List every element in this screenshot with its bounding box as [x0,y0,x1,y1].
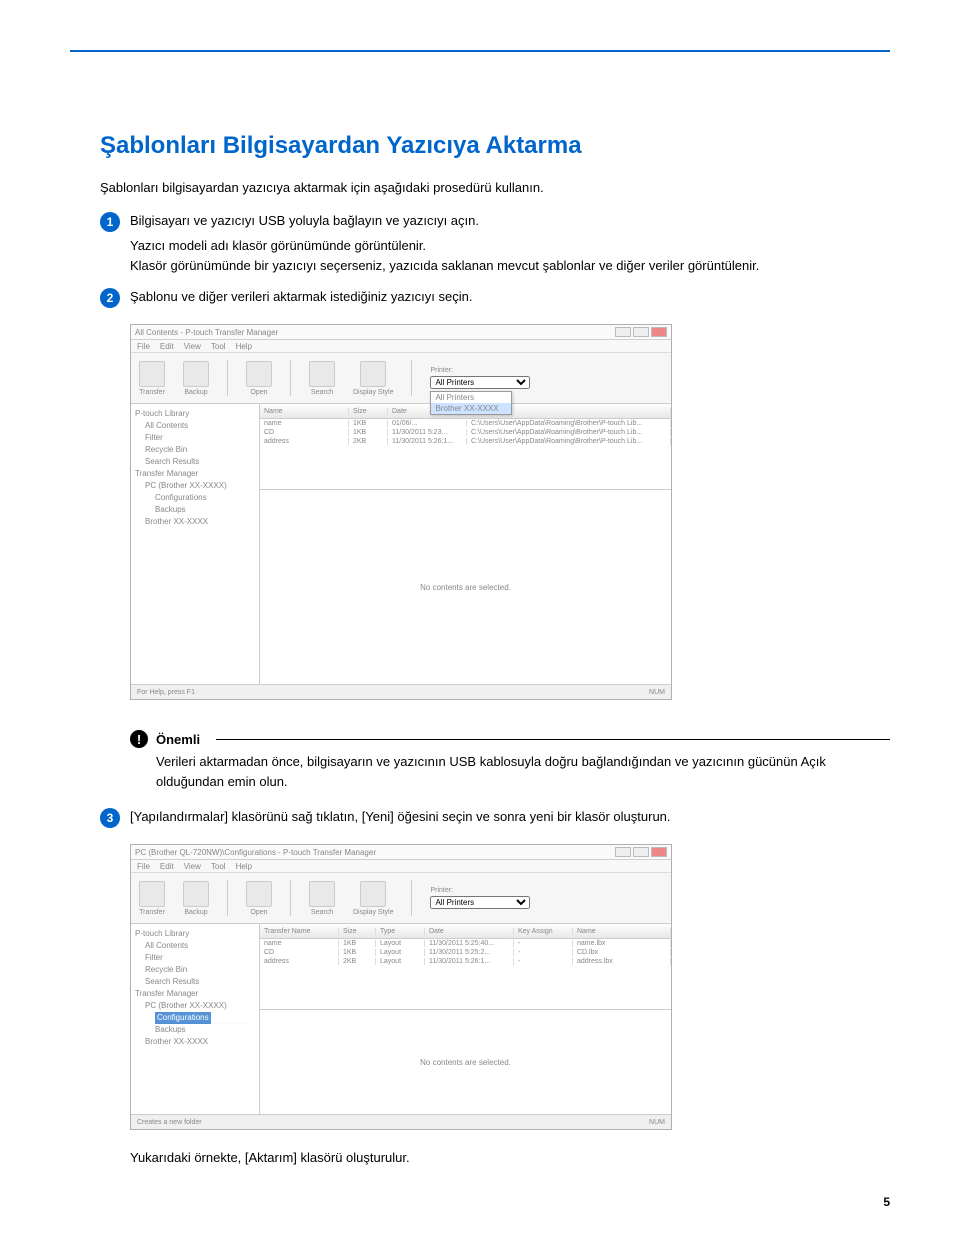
header-rule [70,50,890,52]
status-right-2: NUM [649,1119,665,1126]
table-row: CD 1KB Layout 11/30/2011 5:25:2... - CD.… [260,948,671,957]
step-text-3: [Yapılandırmalar] klasörünü sağ tıklatın… [130,807,671,827]
printer-label: Printer: [430,367,530,374]
menu-tool: Tool [211,862,226,871]
minimize-icon [615,327,631,337]
important-text: Verileri aktarmadan önce, bilgisayarın v… [156,752,890,791]
step-1: 1 Bilgisayarı ve yazıcıyı USB yoluyla ba… [100,211,890,232]
tree-config: Configurations [135,492,255,504]
preview-pane: No contents are selected. [260,490,671,684]
maximize-icon [633,327,649,337]
printer-select: All Printers [430,376,530,389]
search-icon [309,361,335,387]
tree-brother: Brother XX-XXXX [135,516,255,528]
step-badge-2: 2 [100,288,120,308]
close-icon [651,327,667,337]
transfer-icon [139,361,165,387]
status-right: NUM [649,689,665,696]
menu-tool: Tool [211,342,226,351]
tool-display: Display Style [353,389,393,396]
page-number: 5 [100,1195,890,1209]
window-title: All Contents - P-touch Transfer Manager [135,328,278,337]
screenshot-transfer-manager-1: All Contents - P-touch Transfer Manager … [130,324,672,700]
step-text-2: Şablonu ve diğer verileri aktarmak isted… [130,287,472,307]
open-icon [246,881,272,907]
step-1-line2: Yazıcı modeli adı klasör görünümünde gör… [130,236,890,256]
step-3: 3 [Yapılandırmalar] klasörünü sağ tıklat… [100,807,890,828]
menu-view: View [184,862,201,871]
tool-search: Search [311,389,333,396]
tree-backups: Backups [135,504,255,516]
important-title: Önemli [156,732,200,747]
menu-file: File [137,862,150,871]
menu-file: File [137,342,150,351]
important-icon: ! [130,730,148,748]
step-badge-3: 3 [100,808,120,828]
footer-text: Yukarıdaki örnekte, [Aktarım] klasörü ol… [130,1150,890,1165]
table-row: name 1KB Layout 11/30/2011 5:25:40... - … [260,939,671,948]
table-row: address 2KB Layout 11/30/2011 5:26:1... … [260,957,671,966]
col-type: Type [376,928,425,935]
dd-opt-brother: Brother XX-XXXX [431,403,511,414]
minimize-icon [615,847,631,857]
table-row: name 1KB 01/06/... C:\Users\User\AppData… [260,419,671,428]
menu-help: Help [236,342,252,351]
status-left: For Help, press F1 [137,689,195,696]
col-size: Size [349,408,388,415]
search-icon [309,881,335,907]
tree-pc: PC (Brother XX-XXXX) [135,480,255,492]
tool-transfer: Transfer [139,389,165,396]
col-name2: Name [573,928,671,935]
tree-root: P-touch Library [135,408,255,420]
col-date2: Date [425,928,514,935]
step-badge-1: 1 [100,212,120,232]
col-name: Name [260,408,349,415]
table-row: address 2KB 11/30/2011 5:26:1... C:\User… [260,437,671,446]
menu-edit: Edit [160,342,174,351]
intro-text: Şablonları bilgisayardan yazıcıya aktarm… [100,180,890,195]
tree-all: All Contents [135,420,255,432]
tool-backup: Backup [184,389,207,396]
step-text-1: Bilgisayarı ve yazıcıyı USB yoluyla bağl… [130,211,479,231]
preview-pane-2: No contents are selected. [260,1010,671,1114]
screenshot-transfer-manager-2: PC (Brother QL-720NW)\Configurations - P… [130,844,672,1130]
tree-config-highlighted: Configurations [155,1012,211,1024]
col-key: Key Assign [514,928,573,935]
tree-search: Search Results [135,456,255,468]
printer-select-2: All Printers [430,896,530,909]
important-note: ! Önemli Verileri aktarmadan önce, bilgi… [130,730,890,791]
tree-recycle: Recycle Bin [135,444,255,456]
close-icon [651,847,667,857]
menu-help: Help [236,862,252,871]
display-icon [360,361,386,387]
status-left-2: Creates a new folder [137,1119,202,1126]
table-row: CD 1KB 11/30/2011 5:23... C:\Users\User\… [260,428,671,437]
menu-edit: Edit [160,862,174,871]
maximize-icon [633,847,649,857]
tree-transfer-mgr: Transfer Manager [135,468,255,480]
open-icon [246,361,272,387]
step-2: 2 Şablonu ve diğer verileri aktarmak ist… [100,287,890,308]
page-title: Şablonları Bilgisayardan Yazıcıya Aktarm… [100,132,890,160]
tree-filter: Filter [135,432,255,444]
step-1-line3: Klasör görünümünde bir yazıcıyı seçersen… [130,256,890,276]
transfer-icon [139,881,165,907]
tool-open: Open [250,389,267,396]
col-transfer-name: Transfer Name [260,928,339,935]
menu-view: View [184,342,201,351]
display-icon [360,881,386,907]
col-size2: Size [339,928,376,935]
backup-icon [183,881,209,907]
window-title-2: PC (Brother QL-720NW)\Configurations - P… [135,848,376,857]
backup-icon [183,361,209,387]
dd-opt-all: All Printers [431,392,511,403]
